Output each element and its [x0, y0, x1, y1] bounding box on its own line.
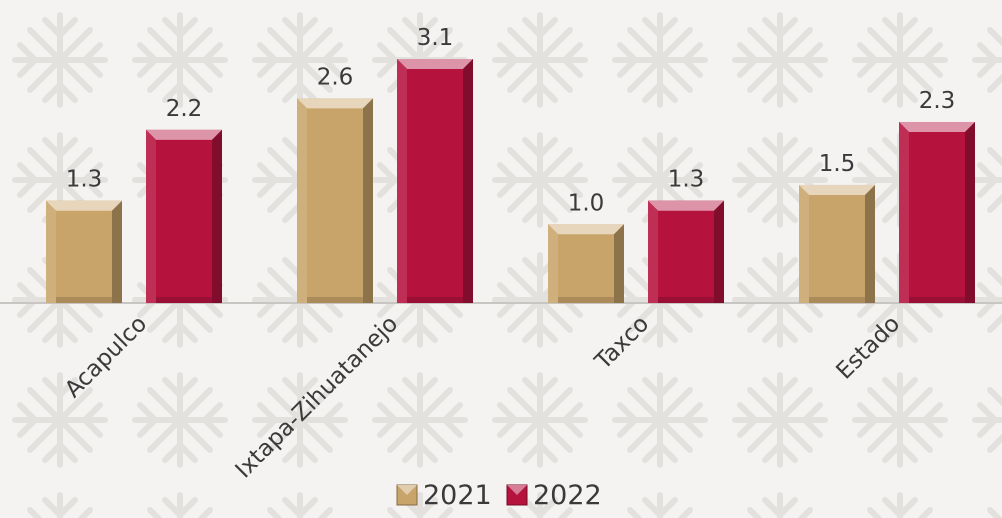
legend-label: 2022	[533, 480, 602, 511]
bar-2022-acapulco	[146, 129, 222, 303]
bar-2021-ixtapa-zihuatanejo	[297, 98, 373, 303]
data-label-2022-estado: 2.3	[919, 88, 956, 114]
data-label-2021-ixtapa-zihuatanejo: 2.6	[317, 64, 354, 90]
data-label-2021-estado: 1.5	[819, 151, 856, 177]
data-label-2022-taxco: 1.3	[668, 167, 705, 193]
legend-item-2022: 2022	[506, 480, 602, 511]
bar-2021-taxco	[548, 224, 624, 303]
legend-item-2021: 2021	[396, 480, 492, 511]
data-label-2022-ixtapa-zihuatanejo: 3.1	[417, 25, 454, 51]
data-label-2021-taxco: 1.0	[568, 190, 605, 216]
legend-label: 2021	[423, 480, 492, 511]
bar-2022-ixtapa-zihuatanejo	[397, 59, 473, 303]
bar-2021-estado	[799, 184, 875, 303]
data-label-2022-acapulco: 2.2	[166, 96, 203, 122]
bar-2022-estado	[899, 121, 975, 304]
bar-2021-acapulco	[46, 200, 122, 303]
data-label-2021-acapulco: 1.3	[66, 167, 103, 193]
bar-2022-taxco	[648, 200, 724, 303]
